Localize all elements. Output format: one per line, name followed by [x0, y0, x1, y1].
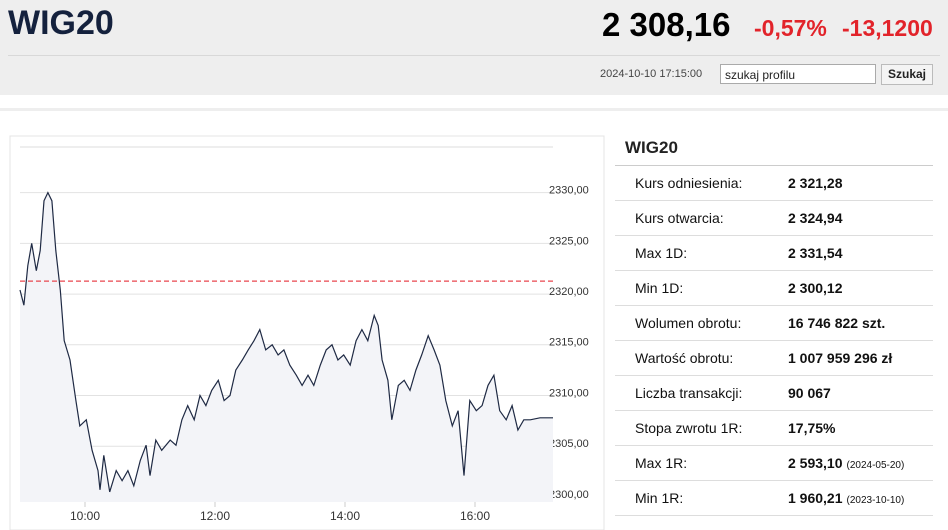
change-pct: -0,57% — [754, 15, 827, 41]
header: WIG20 2 308,16 -0,57% -13,1200 2024-10-1… — [0, 0, 948, 95]
y-tick-label: 2310,00 — [549, 387, 589, 399]
row-value: 2 324,94 — [788, 201, 843, 235]
row-date: (2024-05-20) — [846, 460, 905, 471]
row-label: Min 1D: — [635, 280, 684, 296]
row-label: Wartość obrotu: — [635, 350, 734, 366]
symbol: WIG20 — [8, 4, 114, 42]
x-tick-label: 14:00 — [330, 509, 360, 523]
row-label: Max 1D: — [635, 245, 688, 261]
row-value: 2 321,28 — [788, 166, 843, 200]
y-tick-label: 2325,00 — [549, 235, 589, 247]
row-label: Liczba transakcji: — [635, 385, 743, 401]
table-row: Wartość obrotu: 1 007 959 296 zł — [615, 341, 933, 376]
separator — [8, 55, 940, 56]
value-text: 16 746 822 szt. — [788, 315, 886, 331]
row-value: 1 960,21 (2023-10-10) — [788, 481, 904, 518]
row-date: (2023-10-10) — [846, 495, 905, 506]
row-value: 16 746 822 szt. — [788, 306, 885, 340]
row-value: 1 007 959 296 zł — [788, 341, 892, 375]
info-table: WIG20 Kurs odniesienia: 2 321,28 Kurs otwa… — [615, 130, 933, 516]
value-text: 1 960,21 — [788, 490, 843, 506]
table-row: Kurs otwarcia: 2 324,94 — [615, 201, 933, 236]
value-text: 2 321,28 — [788, 175, 843, 191]
row-value: 2 331,54 — [788, 236, 843, 270]
row-value: 90 067 — [788, 376, 831, 410]
table-row: Kurs odniesienia: 2 321,28 — [615, 166, 933, 201]
row-label: Wolumen obrotu: — [635, 315, 742, 331]
content — [0, 108, 948, 530]
value-text: 90 067 — [788, 385, 831, 401]
datetime: 2024-10-10 17:15:00 — [600, 68, 703, 80]
row-label: Min 1R: — [635, 490, 684, 506]
search-input[interactable]: szukaj profilu — [720, 64, 876, 84]
search-button[interactable]: Szukaj — [881, 64, 933, 85]
value-text: 2 324,94 — [788, 210, 843, 226]
row-value: 2 300,12 — [788, 271, 843, 305]
table-row: Min 1R: 1 960,21 (2023-10-10) — [615, 481, 933, 516]
value-text: 17,75% — [788, 420, 836, 436]
area-fill — [20, 192, 553, 502]
table-row: Min 1D: 2 300,12 — [615, 271, 933, 306]
table-row: Max 1R: 2 593,10 (2024-05-20) — [615, 446, 933, 481]
row-label: Max 1R: — [635, 455, 688, 471]
y-tick-label: 2300,00 — [549, 489, 589, 501]
value-text: 2 331,54 — [788, 245, 843, 261]
y-tick-label: 2330,00 — [549, 185, 589, 197]
x-tick-label: 10:00 — [70, 509, 100, 523]
table-row: Max 1D: 2 331,54 — [615, 236, 933, 271]
price-line — [19, 191, 553, 493]
y-tick-label: 2320,00 — [549, 286, 589, 298]
x-tick-label: 16:00 — [460, 509, 490, 523]
row-label: Kurs odniesienia: — [635, 175, 743, 191]
table-row: Liczba transakcji: 90 067 — [615, 376, 933, 411]
y-tick-label: 2305,00 — [549, 438, 589, 450]
chart: 2300,00 2305,00 2310,00 2315,00 2320,00 2325,… — [9, 135, 605, 530]
value-text: 1 007 959 296 zł — [788, 350, 893, 366]
row-label: Stopa zwrotu 1R: — [635, 420, 743, 436]
row-label: Kurs otwarcia: — [635, 210, 724, 226]
table-row: Stopa zwrotu 1R: 17,75% — [615, 411, 933, 446]
table-title: WIG20 — [615, 130, 933, 166]
row-value: 17,75% — [788, 411, 835, 445]
x-tick-label: 12:00 — [200, 509, 230, 523]
price: 2 308,16 — [602, 6, 731, 43]
y-tick-label: 2315,00 — [549, 337, 589, 349]
value-text: 2 300,12 — [788, 280, 843, 296]
change-abs: -13,1200 — [842, 15, 933, 41]
value-text: 2 593,10 — [788, 455, 843, 471]
row-value: 2 593,10 (2024-05-20) — [788, 446, 904, 483]
table-row: Wolumen obrotu: 16 746 822 szt. — [615, 306, 933, 341]
